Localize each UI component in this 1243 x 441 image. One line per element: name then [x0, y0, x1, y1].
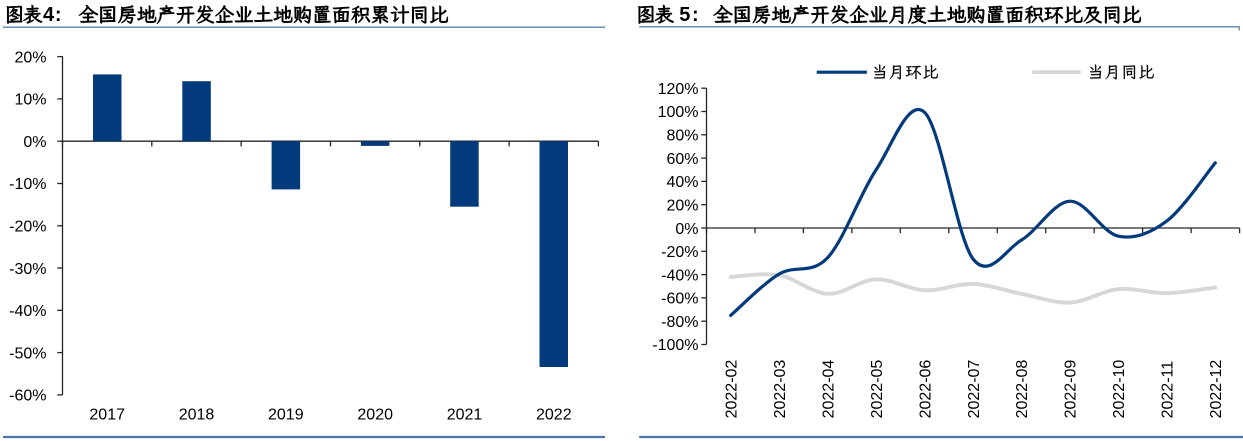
svg-text:-50%: -50% [9, 345, 46, 362]
svg-text:2022-07: 2022-07 [966, 360, 983, 419]
svg-text:120%: 120% [658, 81, 699, 98]
svg-text:2022-06: 2022-06 [917, 360, 934, 419]
svg-text:100%: 100% [658, 104, 699, 121]
svg-text:60%: 60% [666, 151, 698, 168]
svg-text:2021: 2021 [447, 407, 483, 424]
svg-text:5: 5 [679, 4, 690, 26]
svg-text:2022-10: 2022-10 [1111, 360, 1128, 419]
svg-text:10%: 10% [14, 92, 46, 109]
svg-text:-80%: -80% [661, 314, 698, 331]
svg-text:2017: 2017 [89, 407, 125, 424]
svg-text:0%: 0% [23, 134, 46, 151]
svg-text:2022-12: 2022-12 [1208, 360, 1225, 419]
svg-text::: : [55, 4, 62, 26]
svg-text:2022-02: 2022-02 [724, 360, 741, 419]
svg-text:-30%: -30% [9, 261, 46, 278]
svg-text:-20%: -20% [661, 244, 698, 261]
svg-text:-100%: -100% [652, 337, 698, 354]
svg-text:2022: 2022 [536, 407, 572, 424]
svg-text:2022-04: 2022-04 [820, 360, 837, 419]
svg-text:2022-08: 2022-08 [1014, 360, 1031, 419]
svg-text:4: 4 [43, 4, 55, 26]
svg-text:0%: 0% [675, 221, 698, 238]
svg-text:2022-05: 2022-05 [869, 360, 886, 419]
svg-text::: : [692, 4, 699, 26]
svg-text:2022-11: 2022-11 [1160, 361, 1177, 419]
svg-text:40%: 40% [666, 174, 698, 191]
svg-text:2019: 2019 [268, 407, 304, 424]
svg-text:20%: 20% [666, 197, 698, 214]
svg-text:2022-09: 2022-09 [1063, 360, 1080, 419]
svg-text:-60%: -60% [661, 291, 698, 308]
svg-text:-40%: -40% [661, 267, 698, 284]
svg-text:20%: 20% [14, 49, 46, 66]
svg-text:-60%: -60% [9, 388, 46, 405]
svg-text:2022-03: 2022-03 [772, 360, 789, 419]
svg-text:-40%: -40% [9, 303, 46, 320]
svg-text:2018: 2018 [179, 407, 215, 424]
svg-text:-20%: -20% [9, 219, 46, 236]
svg-text:-10%: -10% [9, 176, 46, 193]
svg-text:2020: 2020 [357, 407, 393, 424]
svg-text:80%: 80% [666, 128, 698, 145]
